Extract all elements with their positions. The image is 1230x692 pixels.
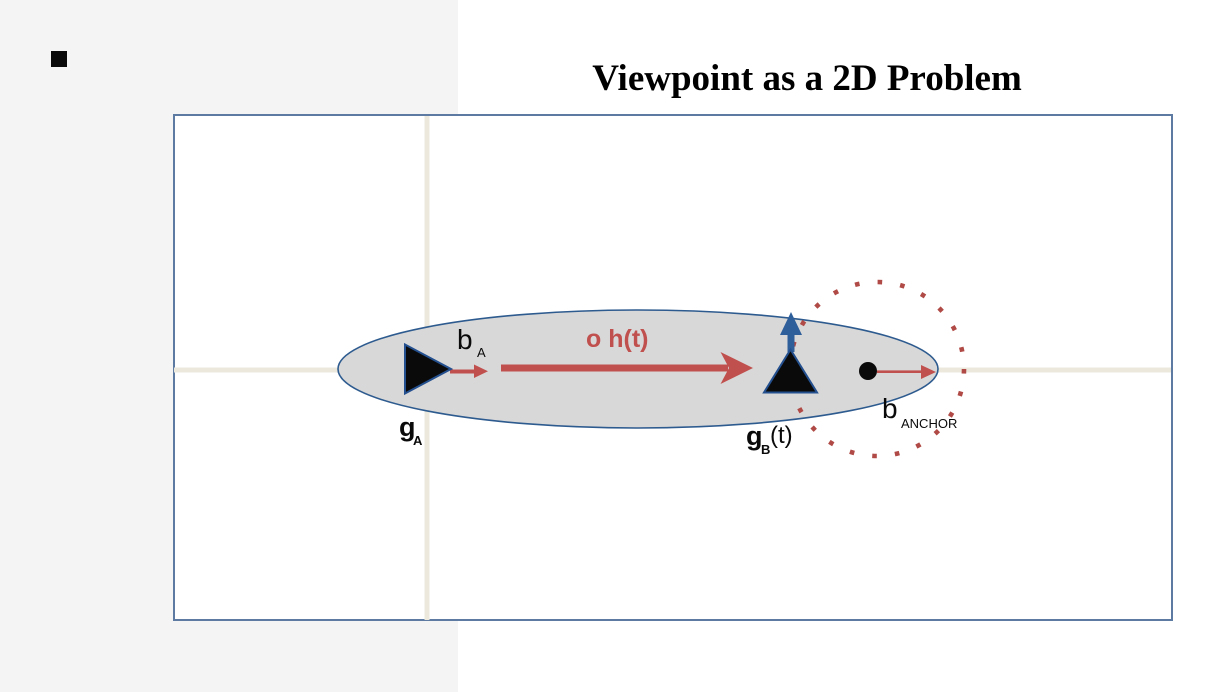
b-anchor-arrow-icon xyxy=(877,365,936,379)
label-b-a-subscript: A xyxy=(477,345,486,360)
g-b-up-arrow-icon xyxy=(780,312,802,352)
anchor-dot-icon xyxy=(859,362,877,380)
agent-a-triangle-icon xyxy=(404,342,454,396)
label-g-b-subscript: B xyxy=(761,442,771,457)
bullet-square-icon xyxy=(51,51,67,67)
label-g-b-suffix: (t) xyxy=(770,422,793,449)
label-oht: o h(t) xyxy=(586,325,649,353)
label-g-a: g xyxy=(399,412,416,442)
b-a-arrow-icon xyxy=(450,364,488,378)
page-title: Viewpoint as a 2D Problem xyxy=(592,58,1022,99)
label-b-anchor: b xyxy=(882,393,898,424)
agent-b-triangle-icon xyxy=(762,347,819,394)
label-g-a-subscript: A xyxy=(413,433,423,448)
label-g-b: g xyxy=(746,421,763,451)
label-b-a: b xyxy=(457,324,473,355)
label-b-anchor-subscript: ANCHOR xyxy=(901,416,958,431)
oht-arrow-icon xyxy=(501,352,753,384)
anchor-orbit-dotted-circle-icon xyxy=(787,279,967,459)
